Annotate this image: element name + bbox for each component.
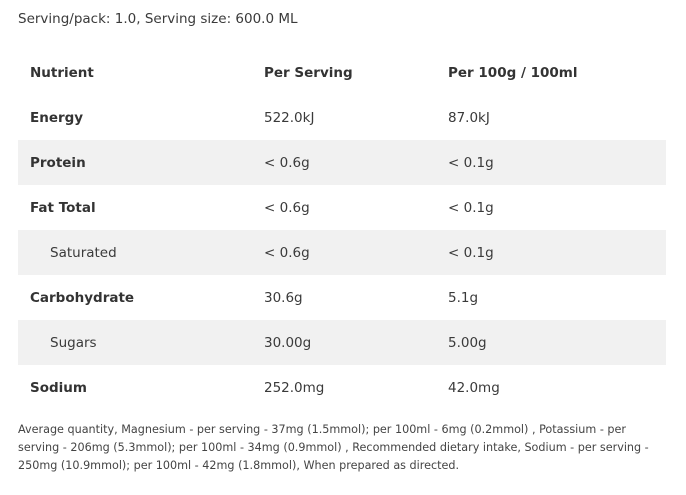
per-serving-value: 30.00g [264,334,312,351]
header-per-100: Per 100g / 100ml [448,64,578,81]
per-100-value: 5.00g [448,334,487,351]
per-serving-value: 522.0kJ [264,109,315,126]
per-100-value: 87.0kJ [448,109,490,126]
nutrient-name: Protein [30,154,86,171]
table-row-energy: Energy 522.0kJ 87.0kJ [18,95,666,140]
per-serving-value: < 0.6g [264,154,310,171]
nutrient-name: Carbohydrate [30,289,135,306]
nutrient-name: Sugars [50,334,97,351]
table-row-sodium: Sodium 252.0mg 42.0mg [18,365,666,410]
nutrient-name: Sodium [30,379,87,396]
per-100-value: 5.1g [448,289,479,306]
table-row-carbohydrate: Carbohydrate 30.6g 5.1g [18,275,666,320]
header-nutrient: Nutrient [30,64,94,81]
footnote: Average quantity, Magnesium - per servin… [18,423,649,472]
table-row-sugars: Sugars 30.00g 5.00g [18,320,666,365]
per-100-value: < 0.1g [448,199,494,216]
per-serving-value: < 0.6g [264,199,310,216]
per-serving-value: 30.6g [264,289,303,306]
nutrition-table: Nutrient Per Serving Per 100g / 100ml En… [18,50,666,410]
nutrient-name: Saturated [50,244,117,261]
header-per-serving: Per Serving [264,64,353,81]
per-serving-value: 252.0mg [264,379,325,396]
table-row-saturated: Saturated < 0.6g < 0.1g [18,230,666,275]
nutrient-name: Energy [30,109,84,126]
per-100-value: < 0.1g [448,244,494,261]
per-100-value: < 0.1g [448,154,494,171]
table-row-protein: Protein < 0.6g < 0.1g [18,140,666,185]
table-row-fat-total: Fat Total < 0.6g < 0.1g [18,185,666,230]
nutrient-name: Fat Total [30,199,96,216]
table-header-row: Nutrient Per Serving Per 100g / 100ml [18,50,666,95]
serving-info: Serving/pack: 1.0, Serving size: 600.0 M… [18,11,298,27]
per-serving-value: < 0.6g [264,244,310,261]
per-100-value: 42.0mg [448,379,500,396]
